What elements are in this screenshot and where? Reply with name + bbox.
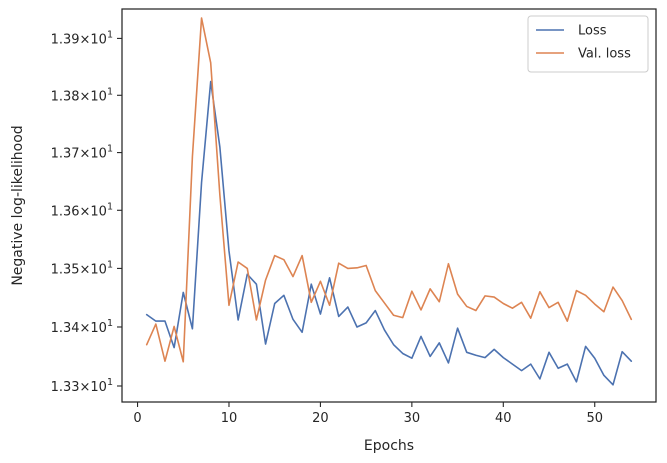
series-lines [145,17,633,386]
series-line-loss [145,80,633,386]
y-tick-label: 1.36×101 [51,201,113,219]
x-tick-label: 10 [221,411,238,426]
legend-label-val-loss: Val. loss [578,47,631,62]
y-tick-label: 1.38×101 [51,86,113,104]
y-axis-ticks: 1.33×101 1.34×101 1.35×101 1.36×101 1.37×101… [51,29,122,395]
y-tick-label: 1.35×101 [51,259,113,277]
x-tick-label: 40 [495,411,512,426]
x-tick-label: 50 [586,411,603,426]
y-tick-label: 1.37×101 [51,144,113,162]
x-axis-ticks: 0 10 20 30 40 50 [133,402,603,426]
y-axis-label: Negative log-likelihood [10,125,26,285]
x-tick-label: 20 [312,411,329,426]
plot-frame [121,8,657,403]
y-tick-label: 1.34×101 [51,318,113,336]
x-axis-label: Epochs [364,438,414,454]
legend-label-loss: Loss [578,24,607,39]
y-tick-label: 1.39×101 [51,29,113,47]
x-tick-label: 30 [404,411,421,426]
series-line-val-loss [145,17,633,363]
y-tick-label: 1.33×101 [51,377,113,395]
x-tick-label: 0 [133,411,141,426]
legend: Loss Val. loss [527,15,649,73]
